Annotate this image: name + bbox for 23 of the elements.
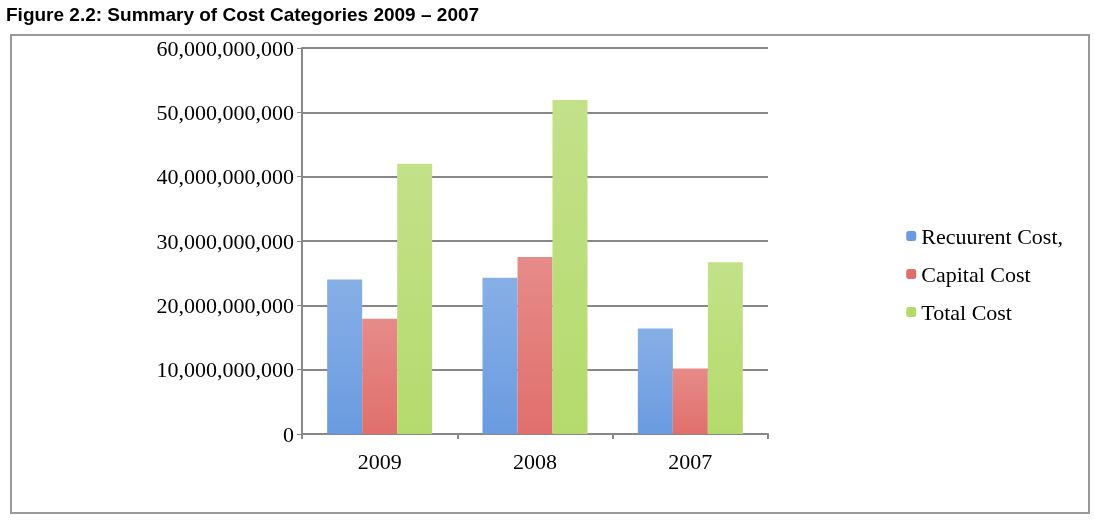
y-tick-label: 0	[283, 421, 294, 447]
bar	[482, 277, 518, 434]
bar	[637, 328, 673, 434]
y-tick-label: 50,000,000,000	[156, 99, 294, 125]
bar	[517, 257, 553, 434]
bar	[327, 279, 363, 434]
y-tick-label: 20,000,000,000	[156, 292, 294, 318]
legend-label: Recuurent Cost,	[921, 223, 1064, 249]
bar	[397, 163, 433, 434]
x-tick-label: 2009	[357, 448, 402, 474]
bar	[707, 262, 743, 434]
bar	[672, 368, 708, 434]
bar	[552, 100, 588, 434]
y-tick-label: 10,000,000,000	[156, 357, 294, 383]
legend-label: Capital Cost	[921, 261, 1031, 287]
x-tick-label: 2007	[668, 448, 713, 474]
x-tick-label: 2008	[513, 448, 557, 474]
bar	[362, 318, 398, 434]
y-tick-label: 60,000,000,000	[156, 35, 294, 61]
chart-title: Figure 2.2: Summary of Cost Categories 2009 – 2007	[5, 3, 481, 27]
y-tick-label: 40,000,000,000	[156, 164, 294, 190]
legend-label: Total Cost	[921, 299, 1012, 325]
y-tick-label: 30,000,000,000	[156, 228, 294, 254]
